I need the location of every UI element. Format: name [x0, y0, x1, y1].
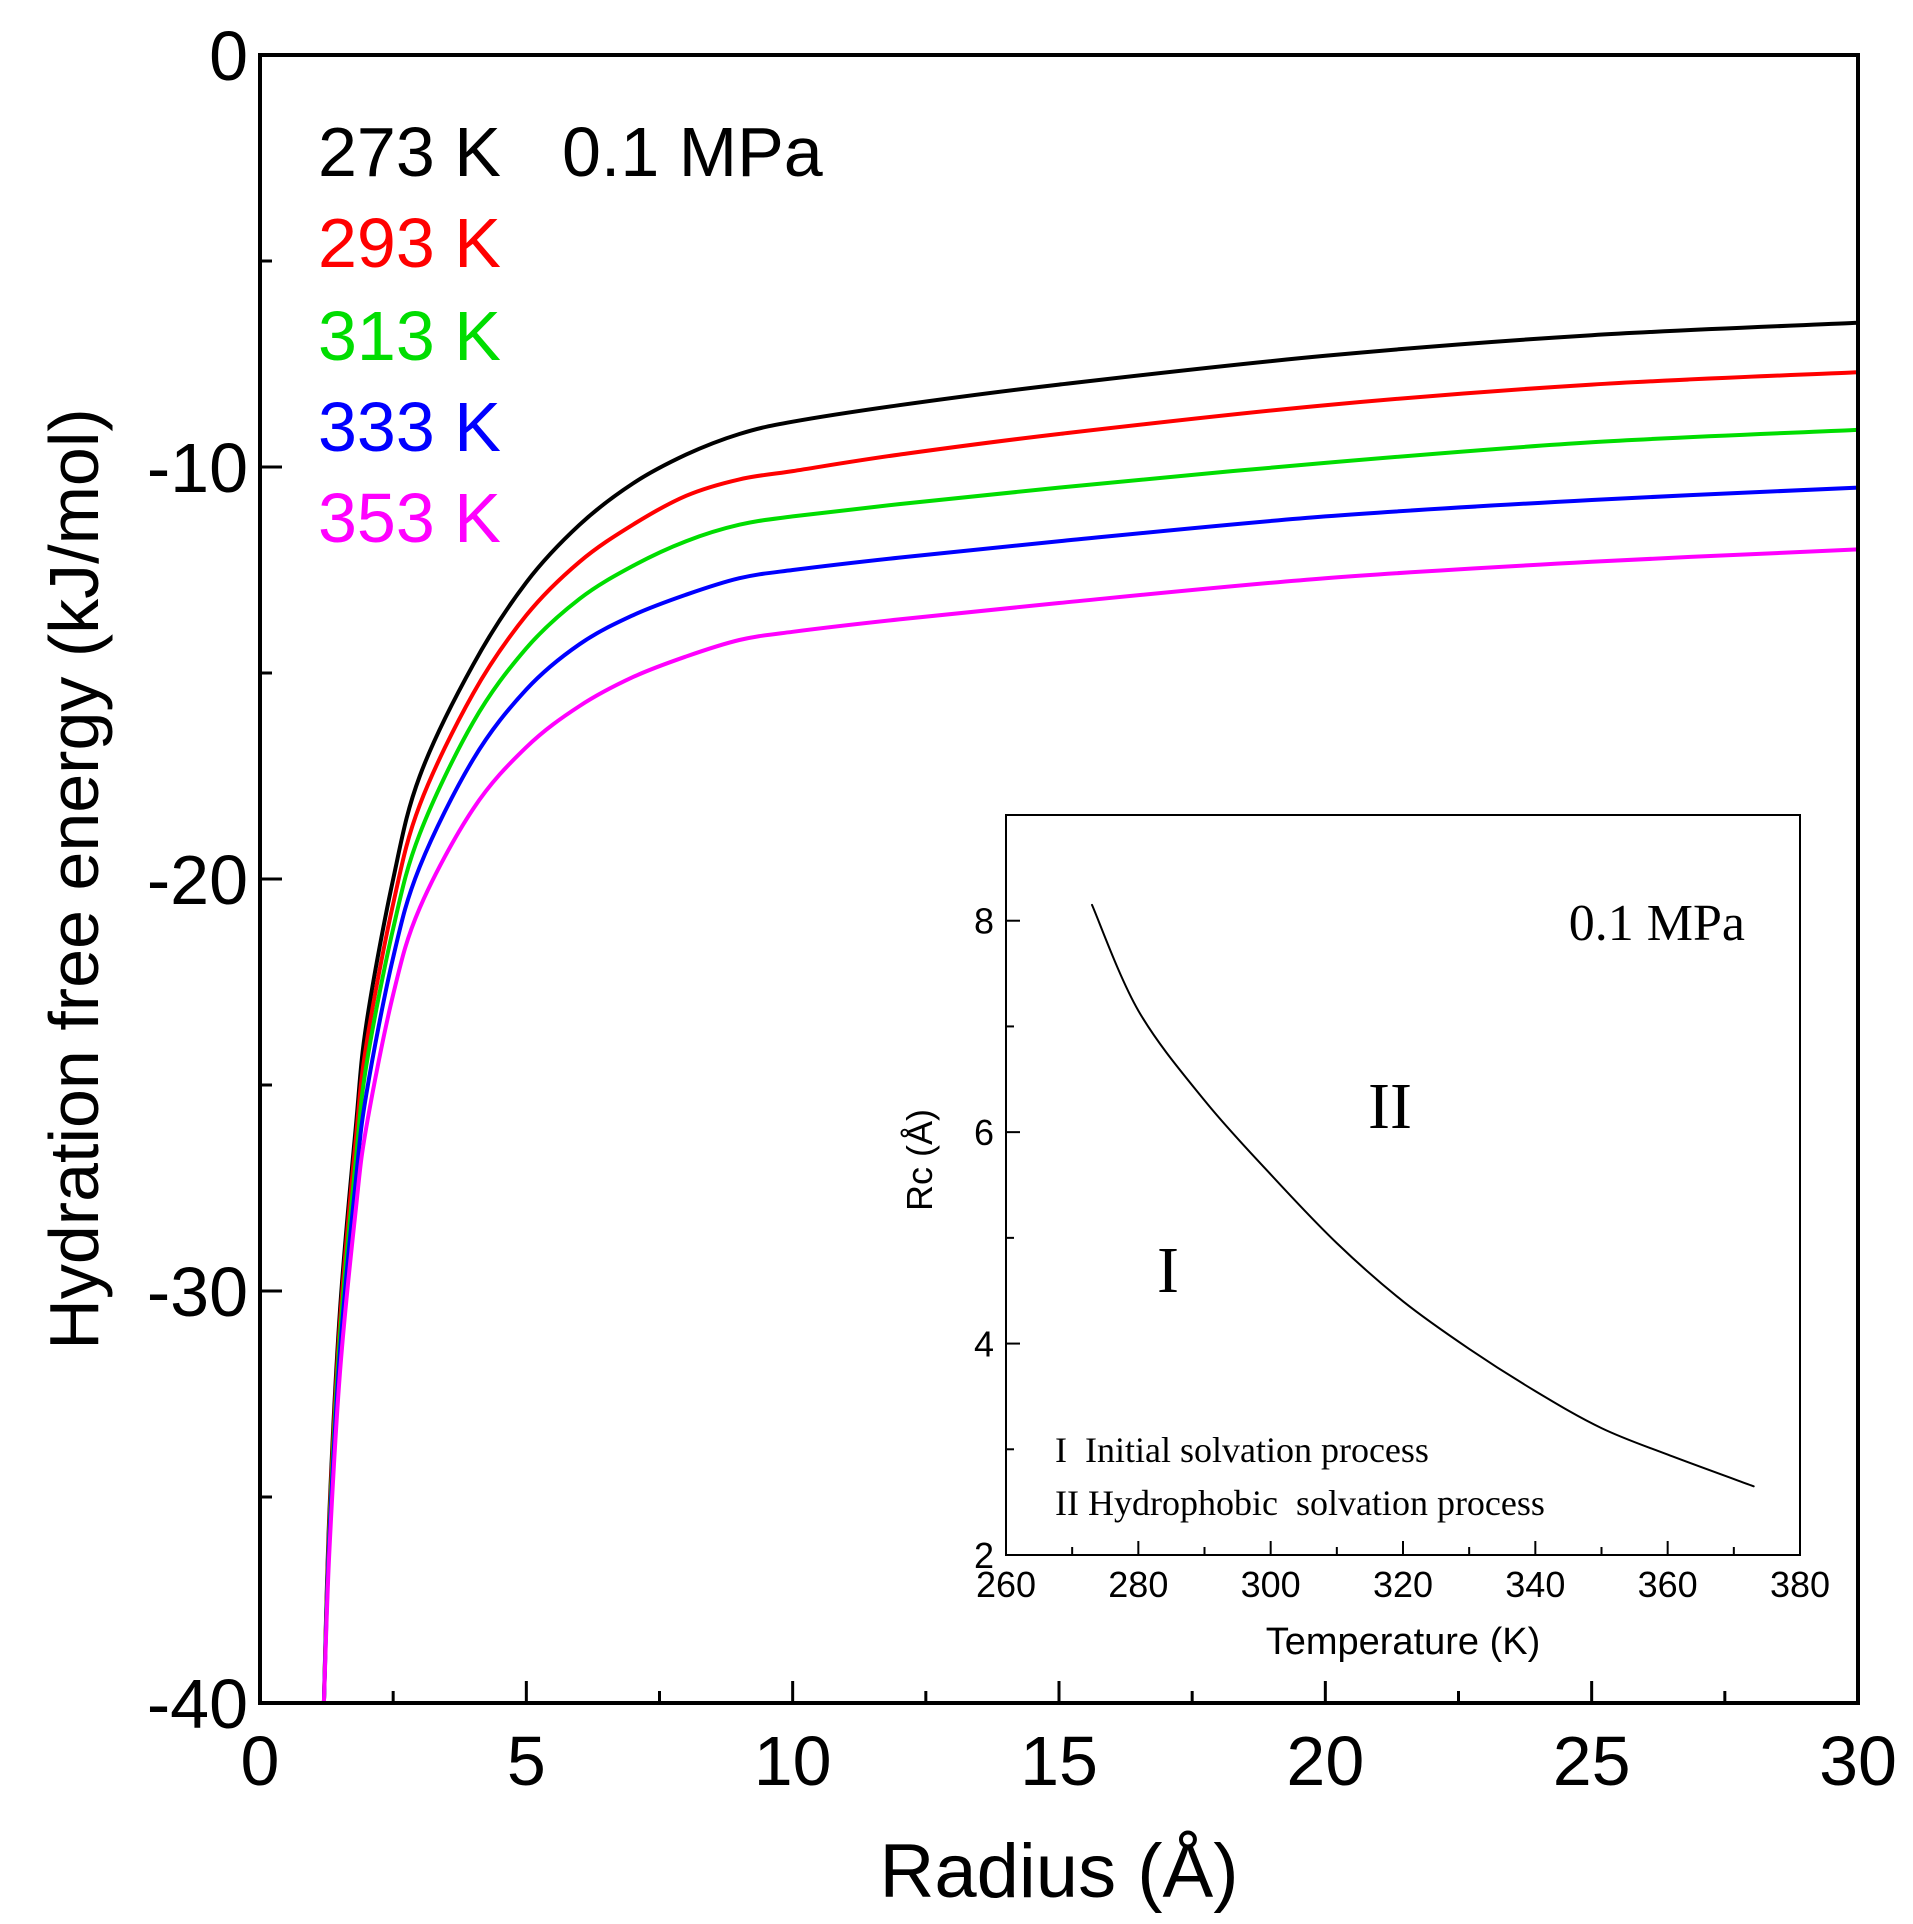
main-y-tick-label: -30: [147, 1253, 248, 1331]
main-x-tick-label: 0: [241, 1722, 280, 1800]
main-y-tick-label: -20: [147, 841, 248, 919]
inset-x-tick-label: 360: [1638, 1564, 1698, 1605]
main-series-line-3: [321, 485, 1860, 1705]
inset-y-axis-label: Rc (Å): [899, 1109, 940, 1211]
inset-region-2-label: II: [1368, 1070, 1412, 1143]
legend-entry-293: 293 K: [318, 204, 501, 282]
inset-series-line: [1091, 903, 1755, 1488]
main-plot-frame: [258, 53, 1860, 1705]
main-x-tick-label: 10: [754, 1722, 832, 1800]
inset-y-tick-label: 8: [974, 901, 994, 942]
inset-x-tick-label: 320: [1373, 1564, 1433, 1605]
legend: 273 K 0.1 MPa 293 K 313 K 333 K 353 K: [318, 113, 823, 557]
legend-entry-353: 353 K: [318, 479, 501, 557]
inset-x-tick-label: 300: [1241, 1564, 1301, 1605]
main-y-tick-label: -10: [147, 429, 248, 507]
inset-series-line-0: [1091, 903, 1755, 1488]
inset-x-tick-label: 340: [1505, 1564, 1565, 1605]
inset-plot-frame: [1005, 814, 1801, 1556]
inset-chart: 260 280 300 320 340 360 380 2 4 6 8 Temperature (…: [899, 814, 1830, 1663]
inset-y-tick-label: 4: [974, 1324, 994, 1365]
main-y-tick-labels: 0 -10 -20 -30 -40: [147, 17, 248, 1743]
main-x-tick-label: 15: [1020, 1722, 1098, 1800]
main-x-tick-labels: 0 5 10 15 20 25 30: [241, 1722, 1897, 1800]
legend-entry-313: 313 K: [318, 297, 501, 375]
inset-y-tick-label: 6: [974, 1112, 994, 1153]
inset-background: [1006, 815, 1800, 1555]
main-y-tick-label: 0: [209, 17, 248, 95]
main-y-tick-label: -40: [147, 1665, 248, 1743]
legend-entry-273: 273 K: [318, 113, 501, 191]
inset-x-tick-label: 260: [976, 1564, 1036, 1605]
inset-y-tick-label: 2: [974, 1535, 994, 1576]
inset-x-axis-label: Temperature (K): [1266, 1621, 1541, 1663]
main-x-tick-label: 5: [507, 1722, 546, 1800]
main-series-lines: [321, 320, 1860, 1705]
main-x-tick-label: 25: [1553, 1722, 1631, 1800]
main-x-tick-label: 30: [1819, 1722, 1897, 1800]
main-x-axis-label: Radius (Å): [880, 1829, 1239, 1914]
main-x-tick-label: 20: [1286, 1722, 1364, 1800]
inset-x-tick-label: 280: [1108, 1564, 1168, 1605]
inset-region-1-label: I: [1157, 1234, 1179, 1307]
inset-y-tick-labels: 2 4 6 8: [974, 901, 994, 1576]
legend-pressure: 0.1 MPa: [562, 113, 823, 191]
inset-x-tick-label: 380: [1770, 1564, 1830, 1605]
inset-pressure-label: 0.1 MPa: [1569, 895, 1745, 952]
inset-note-2: II Hydrophobic solvation process: [1055, 1483, 1545, 1523]
legend-entry-333: 333 K: [318, 388, 501, 466]
main-y-axis-label: Hydration free energy (kJ/mol): [35, 408, 113, 1349]
inset-note-1: I Initial solvation process: [1055, 1430, 1429, 1470]
inset-x-tick-labels: 260 280 300 320 340 360 380: [976, 1564, 1830, 1605]
main-series-line-4: [321, 547, 1860, 1705]
